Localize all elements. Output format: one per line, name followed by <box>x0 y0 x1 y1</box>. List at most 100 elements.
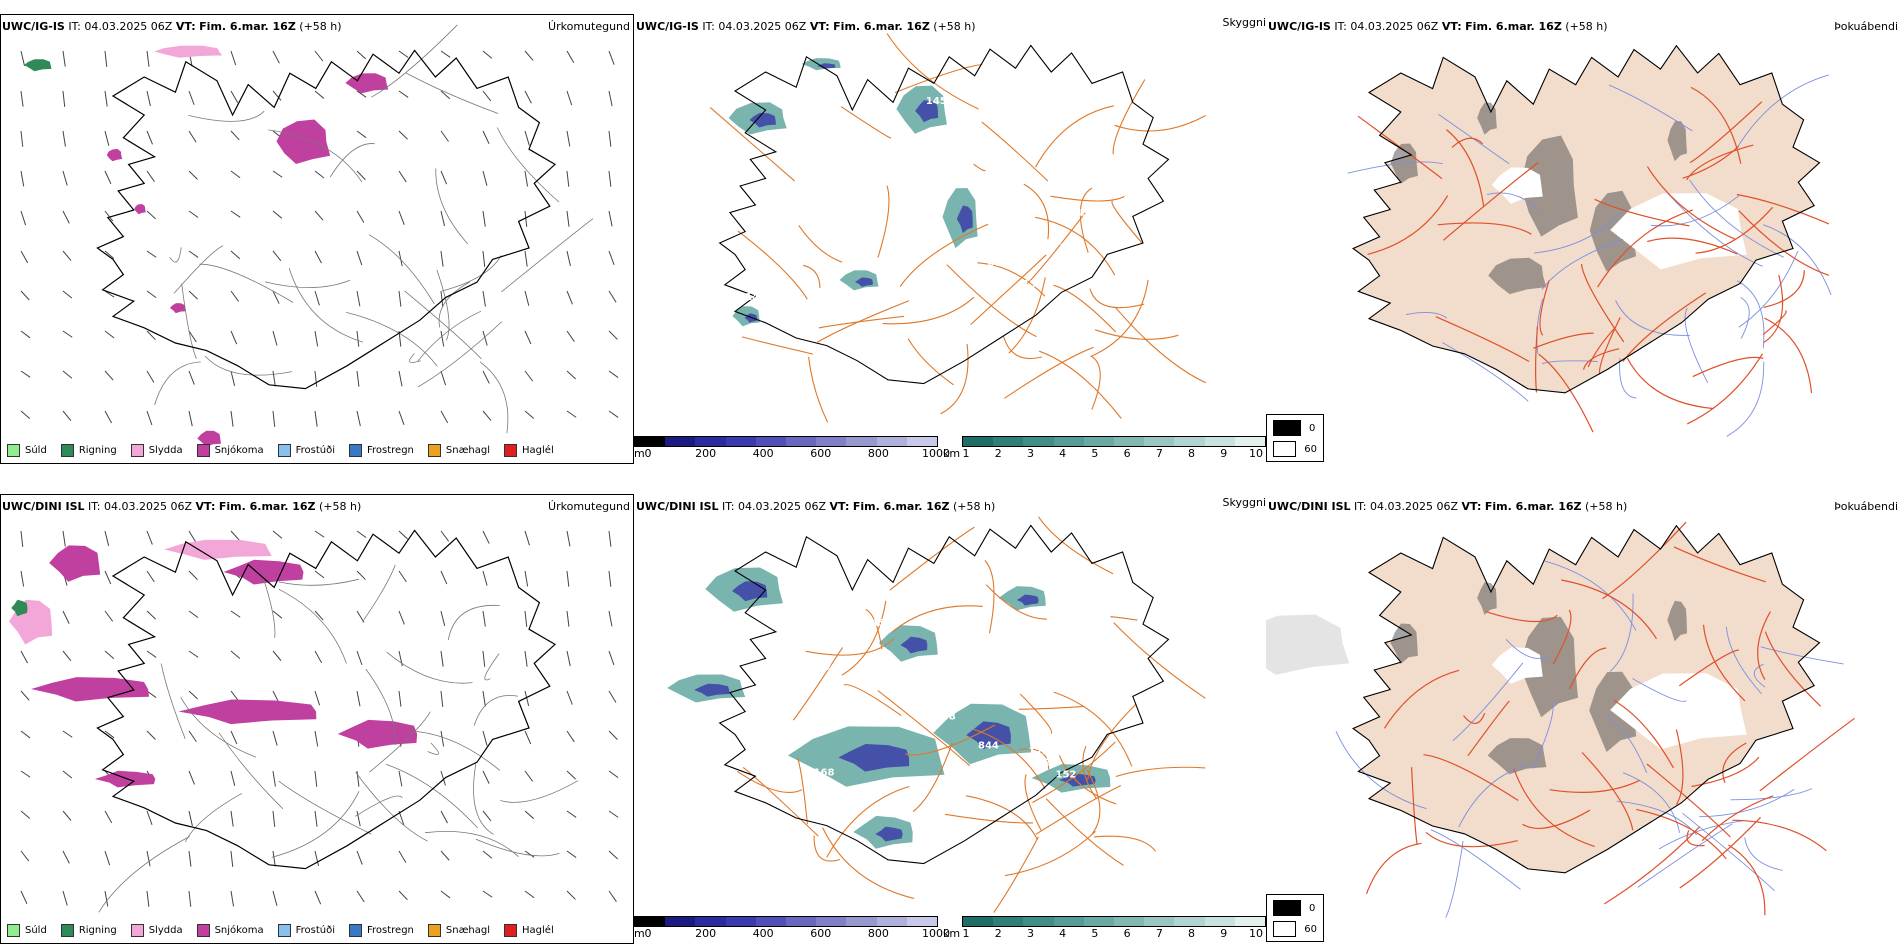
visibility-value-label: 147 <box>745 292 766 303</box>
precip-legend-item: Snjókoma <box>196 924 264 937</box>
colorbar-tick-label: 3 <box>1026 927 1034 940</box>
colorbar-tick-label: 5 <box>1091 447 1099 460</box>
legend-label: Snjókoma <box>214 445 264 456</box>
rivers <box>1335 560 1844 918</box>
colorbar-segment <box>1174 917 1205 926</box>
precip-area <box>276 119 331 164</box>
colorbar-km-unit-bottom: km <box>943 927 961 940</box>
colorbar-segment <box>816 917 847 926</box>
legend-label: Slydda <box>148 445 183 456</box>
colorbar-segment <box>635 917 666 926</box>
visibility-map-bottom: 128 81 138 152 137 370 168 218 433 844 102 245 202 21… <box>667 516 1206 913</box>
colorbar-segment <box>1083 437 1115 446</box>
legend-swatch <box>196 444 210 457</box>
precip-area <box>106 149 123 162</box>
precip-legend-item: Frostúði <box>277 444 335 457</box>
visibility-value-label: 202 <box>1077 692 1098 703</box>
colorbar-tick-label: 9 <box>1220 447 1228 460</box>
legend-swatch <box>1273 921 1297 937</box>
colorbar-tick-label: 200 <box>695 447 717 460</box>
header-bottom-left: UWC/DINI ISL IT: 04.03.2025 06Z VT: Fim.… <box>2 500 362 513</box>
fog-index-shade <box>1667 121 1687 162</box>
low-visibility-core <box>1059 773 1096 787</box>
header-top-right: UWC/IG-IS IT: 04.03.2025 06Z VT: Fim. 6.… <box>1268 20 1608 33</box>
colorbar-km-top <box>962 436 1266 447</box>
visibility-value-label: 102 <box>1030 758 1051 769</box>
colorbar-tick-label: 200 <box>695 927 717 940</box>
colorbar-tick-label: 6 <box>1123 447 1131 460</box>
legend-label: Haglél <box>522 445 554 456</box>
visibility-panel-top: 147 434 464 136 608 145 158 <box>634 14 1264 464</box>
colorbar-tick-label: 1 <box>962 447 970 460</box>
precip-legend-item: Slydda <box>130 924 183 937</box>
fog-legend-item: 60 <box>1273 921 1317 937</box>
colorbar-segment <box>963 917 994 926</box>
colorbar-tick-label: 2 <box>994 447 1002 460</box>
precip-legend-item: Snjókoma <box>196 444 264 457</box>
precip-area <box>169 303 186 314</box>
precip-legend-item: Rigning <box>60 444 117 457</box>
glacier-white-area <box>1491 167 1543 204</box>
colorbar-segment <box>1204 437 1235 446</box>
colorbar-segment <box>1053 917 1084 926</box>
wind-barbs <box>20 530 619 907</box>
precip-legend-item: Súld <box>7 444 47 457</box>
legend-swatch <box>504 444 518 457</box>
legend-label: 0 <box>1309 902 1316 914</box>
low-visibility-core <box>694 683 730 697</box>
visibility-value-label: 158 <box>1060 242 1081 253</box>
legend-label: Frostregn <box>367 445 414 456</box>
legend-swatch <box>1273 900 1301 916</box>
fog-map-top <box>1347 44 1832 437</box>
colorbar-tick-label: 4 <box>1059 447 1067 460</box>
precip-area <box>11 599 28 617</box>
colorbar-segment <box>993 917 1024 926</box>
visibility-map-top: 147 434 464 136 608 145 158 <box>709 33 1207 423</box>
colorbar-m-unit-bottom: m <box>634 927 645 940</box>
precip-area <box>178 699 317 725</box>
fog-index-shade <box>1488 257 1547 295</box>
legend-swatch <box>277 444 291 457</box>
precip-area <box>197 430 221 447</box>
roads <box>98 564 578 913</box>
colorbar-tick-label: 10 <box>1249 447 1263 460</box>
colorbar-segment <box>1114 437 1145 446</box>
fog-legend-item: 0 <box>1273 900 1317 916</box>
colorbar-tick-label: 800 <box>867 927 889 940</box>
colorbar-tick-label: 10 <box>1249 927 1263 940</box>
header-top-mid: UWC/IG-IS IT: 04.03.2025 06Z VT: Fim. 6.… <box>636 20 976 33</box>
colorbar-segment <box>1114 917 1145 926</box>
precip-map-top <box>20 24 619 447</box>
low-visibility-core <box>1016 594 1039 606</box>
offshore-fog <box>1266 614 1350 675</box>
visibility-value-label: 152 <box>1056 770 1077 781</box>
colorbar-segment <box>816 437 847 446</box>
visibility-value-label: 137 <box>811 662 832 673</box>
legend-label: Snæhagl <box>445 445 491 456</box>
coastline <box>96 49 557 390</box>
panel-title-visibility-bottom: Skyggni <box>1222 496 1266 509</box>
legend-swatch <box>349 444 362 457</box>
colorbar-m-top <box>634 436 938 447</box>
colorbar-segment <box>1144 917 1175 926</box>
visibility-value-label: 81 <box>980 592 994 603</box>
colorbar-segment <box>1204 917 1235 926</box>
legend-swatch <box>427 924 441 937</box>
visibility-area <box>801 58 841 71</box>
colorbar-tick-label: 1000 <box>922 927 950 940</box>
panel-title-fog-bottom: Þokuábendi <box>1834 500 1898 513</box>
colorbar-tick-label: 1000 <box>922 447 950 460</box>
visibility-value-label: 218 <box>1055 719 1076 730</box>
header-top-left: UWC/IG-IS IT: 04.03.2025 06Z VT: Fim. 6.… <box>2 20 342 33</box>
colorbar-tick-label: 5 <box>1091 927 1099 940</box>
header-bottom-right: UWC/DINI ISL IT: 04.03.2025 06Z VT: Fim.… <box>1268 500 1628 513</box>
colorbar-segment <box>635 437 666 446</box>
legend-swatch <box>130 444 144 457</box>
panel-title-precip-top: Úrkomutegund <box>548 20 630 33</box>
colorbar-segment <box>1234 917 1266 926</box>
visibility-value-label: 764 <box>1072 684 1093 695</box>
legend-swatch <box>427 444 441 457</box>
colorbar-segment <box>876 437 907 446</box>
legend-label: Haglél <box>522 925 554 936</box>
legend-swatch <box>277 924 291 937</box>
